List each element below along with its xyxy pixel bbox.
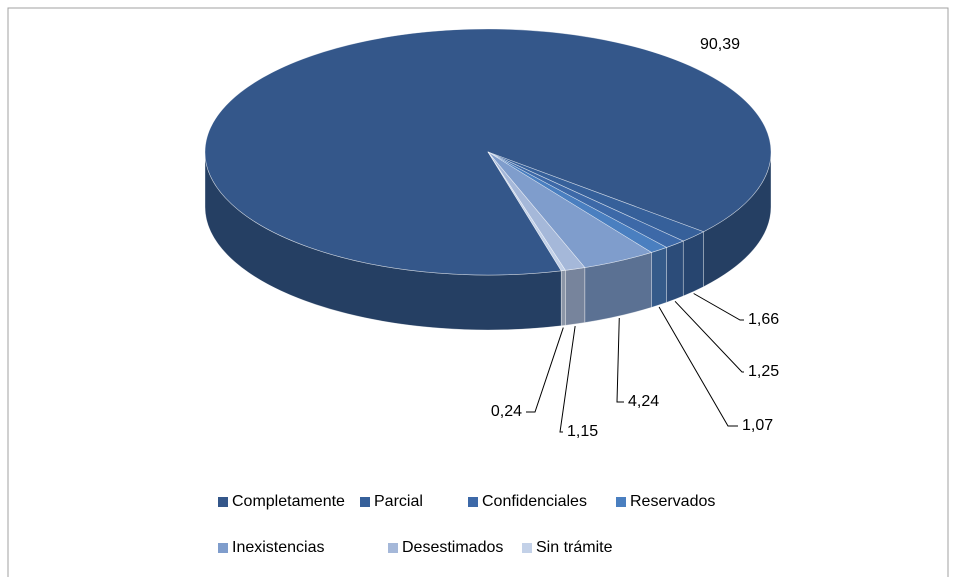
slice <box>487 151 566 272</box>
legend-label: Inexistencias <box>232 539 325 556</box>
data-label: 1,66 <box>748 311 779 328</box>
leader-line <box>616 317 624 403</box>
legend-swatch <box>388 543 398 553</box>
legend-swatch <box>218 497 228 507</box>
data-label: 1,07 <box>742 417 773 434</box>
legend-label: Desestimados <box>402 539 503 556</box>
data-label: 1,15 <box>567 423 598 440</box>
leader-line <box>559 325 576 433</box>
slice-side <box>666 240 684 303</box>
legend-swatch <box>522 543 532 553</box>
legend-label: Reservados <box>630 493 715 510</box>
data-label: 1,25 <box>748 363 779 380</box>
leader-line <box>674 300 744 373</box>
legend-label: Sin trámite <box>536 539 613 556</box>
slice-side <box>651 247 667 308</box>
chart-frame <box>7 7 949 577</box>
legend-label: Parcial <box>374 493 423 510</box>
leader-line <box>658 306 738 427</box>
slice-side <box>565 267 586 326</box>
data-label: 4,24 <box>628 393 659 410</box>
slice-side <box>682 231 704 297</box>
legend-label: Confidenciales <box>482 493 587 510</box>
slice-side <box>560 269 566 327</box>
data-label: 0,24 <box>491 403 522 420</box>
data-label: 90,39 <box>700 36 740 53</box>
legend-swatch <box>616 497 626 507</box>
legend-swatch <box>468 497 478 507</box>
leader-line <box>526 327 564 413</box>
legend-label: Completamente <box>232 493 345 510</box>
legend-swatch <box>360 497 370 507</box>
leader-line <box>693 293 744 321</box>
legend-swatch <box>218 543 228 553</box>
